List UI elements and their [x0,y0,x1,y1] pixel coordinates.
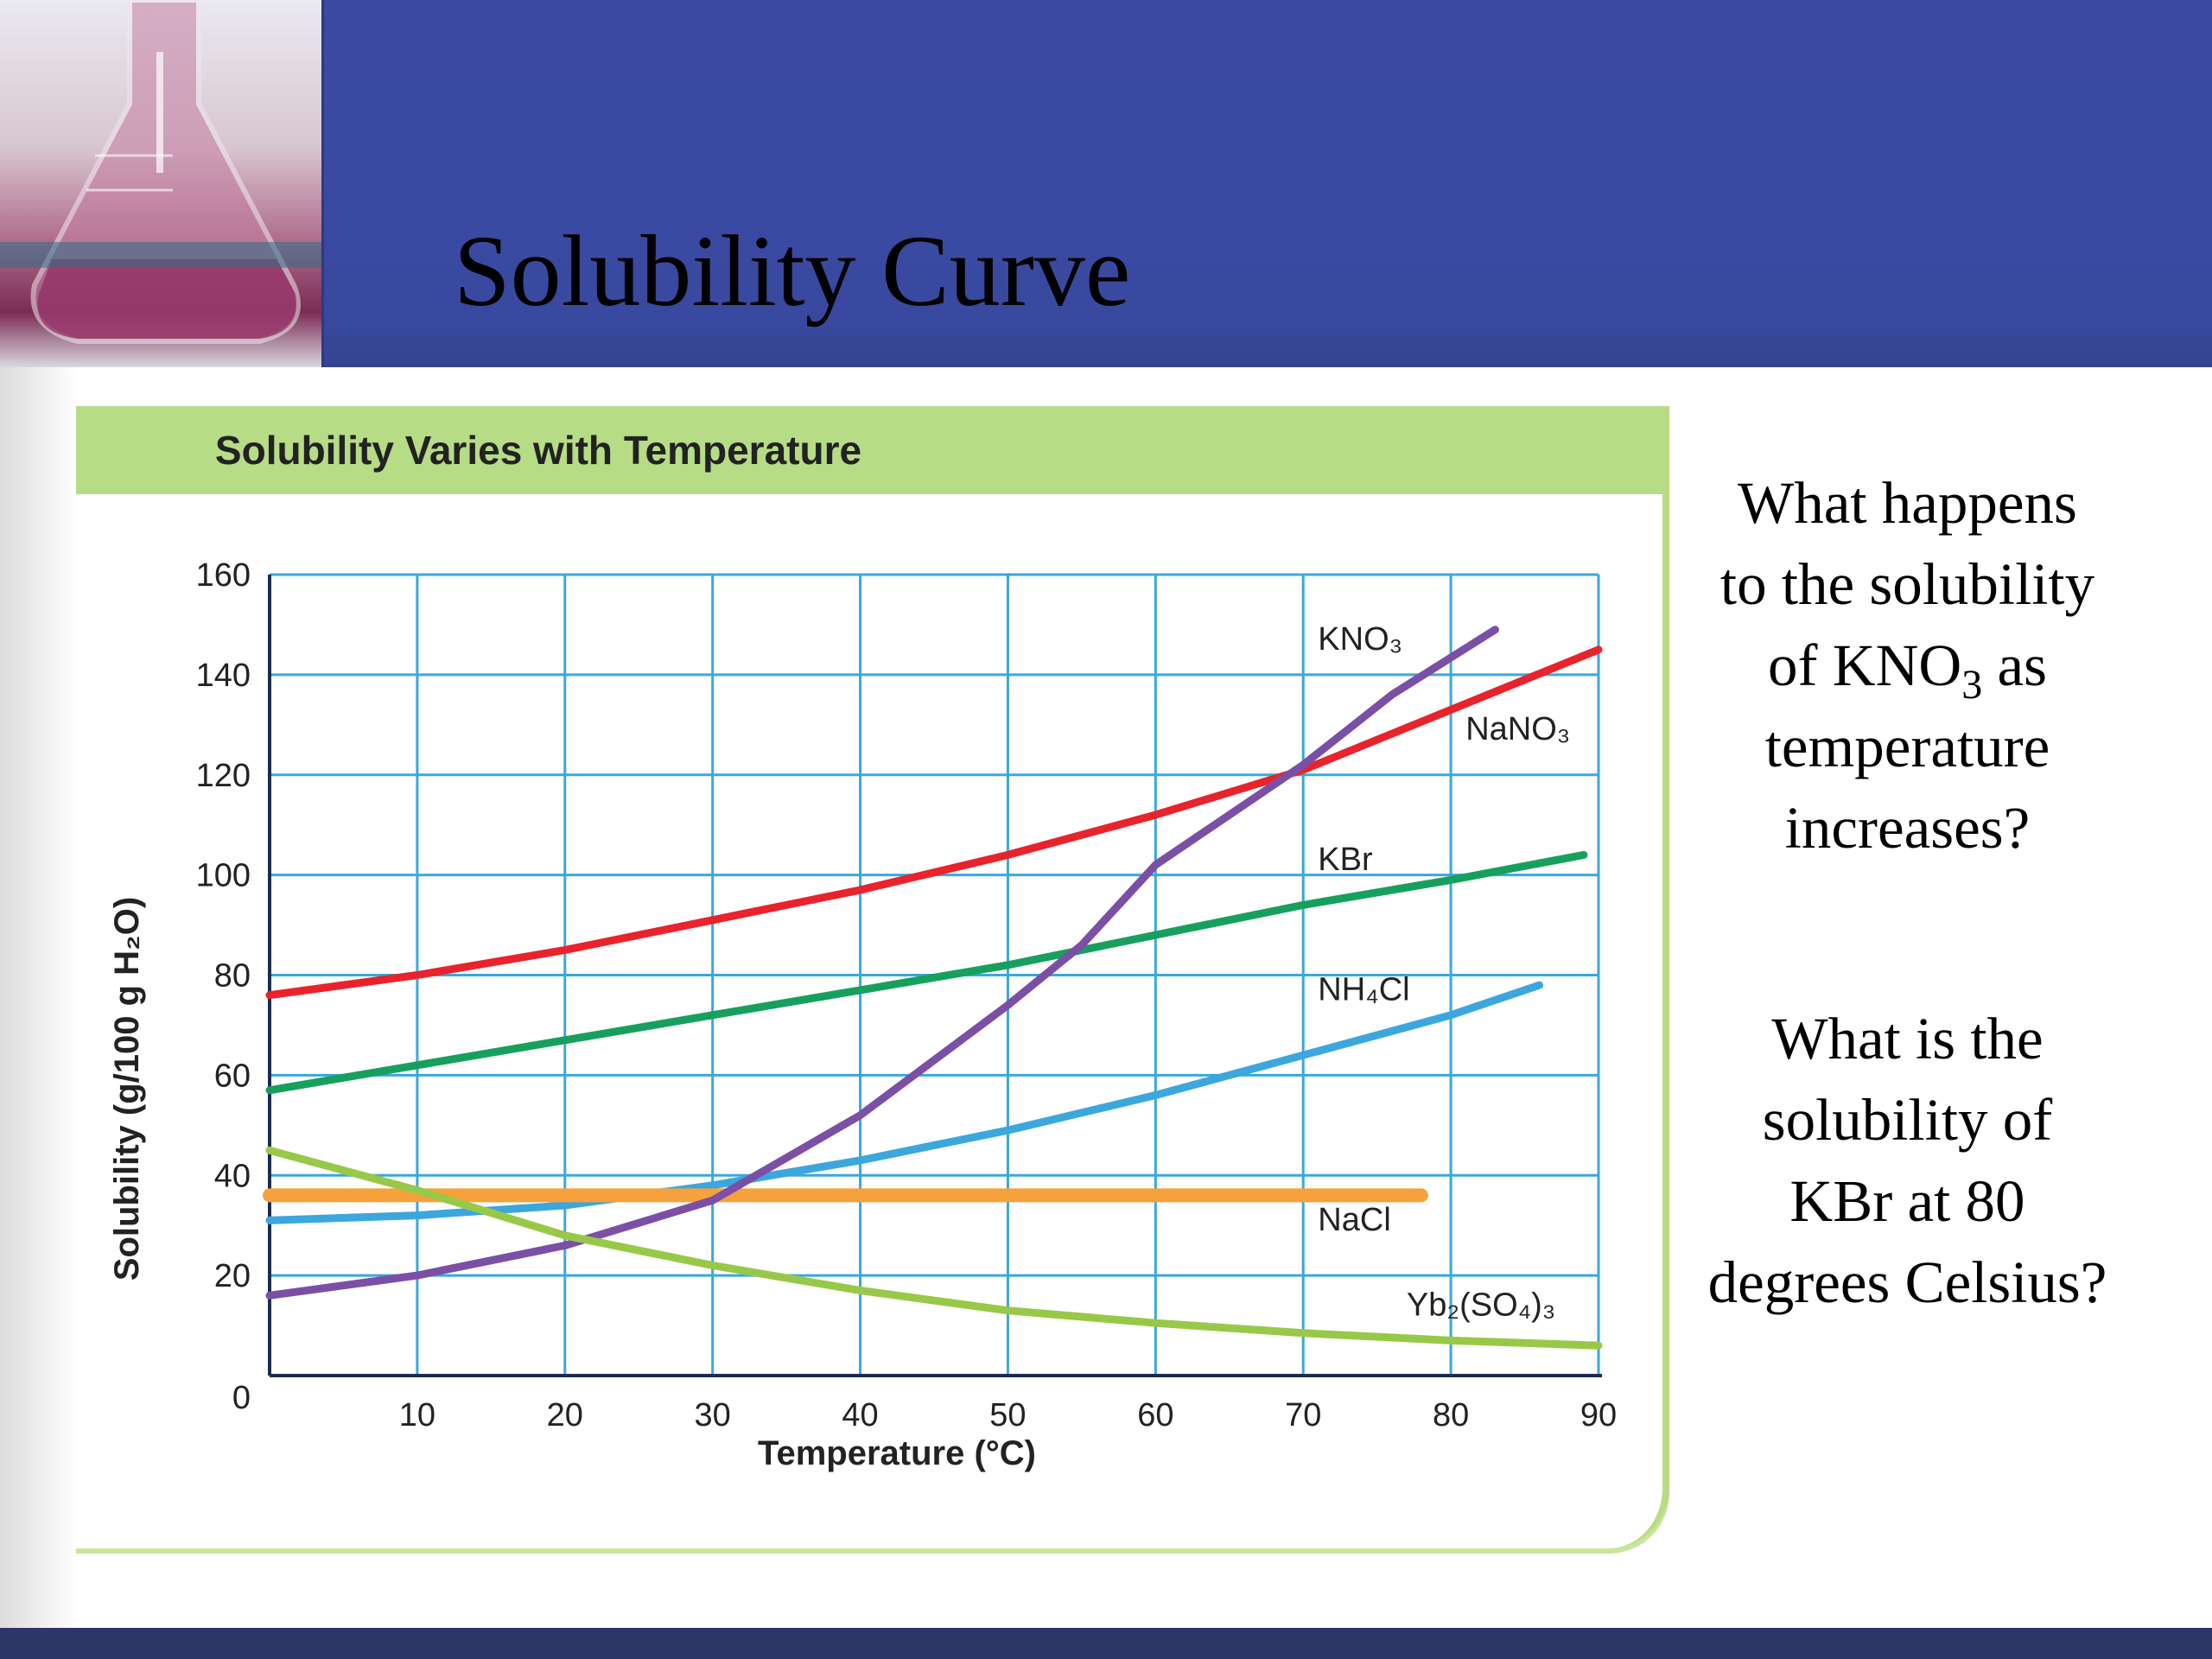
question-1-text-start: What happens to the solubility of KNO [1719,470,2095,698]
x-tick-label-70: 70 [1285,1397,1321,1433]
question-kno3-trend: What happens to the solubility of KNO3 a… [1672,462,2143,868]
question-kbr-80c: What is the solubility of KBr at 80 degr… [1707,1006,2107,1315]
x-tick-label-80: 80 [1433,1397,1469,1433]
x-tick-label-40: 40 [842,1397,878,1433]
origin-tick-label: 0 [232,1380,251,1416]
x-tick-label-90: 90 [1580,1397,1617,1433]
chart-title: Solubility Varies with Temperature [214,428,862,473]
figure-panel: Solubility Varies with Temperature 10 20 3… [76,406,1669,1548]
left-decorative-fade [0,367,78,1637]
tick-labels: 10 20 30 40 50 60 70 80 90 20 40 60 80 100 120 140 160 0 [196,557,1618,1433]
axes [268,575,1602,1377]
series-line-4 [265,626,1499,1300]
y-tick-label-40: 40 [214,1158,251,1194]
x-axis-label: Temperature (°C) [758,1434,1036,1472]
flask-photo [0,0,324,367]
y-tick-label-100: 100 [196,858,251,894]
y-tick-label-160: 160 [196,557,251,594]
x-tick-label-50: 50 [989,1397,1026,1433]
series-line-0 [265,645,1603,1000]
series-label-2: KBr [1318,842,1373,878]
y-tick-label-20: 20 [214,1258,251,1294]
series-lines [263,626,1603,1350]
series-label-1: NaNO₃ [1465,711,1570,747]
footer-band [0,1628,2212,1659]
y-tick-label-140: 140 [196,658,251,694]
x-tick-label-10: 10 [399,1397,435,1433]
x-tick-label-30: 30 [695,1397,731,1433]
y-tick-label-80: 80 [214,958,251,995]
flask-image [0,0,321,344]
question-1-text-end: as temperature increases? [1764,632,2050,861]
series-line-2 [265,981,1544,1224]
x-tick-label-20: 20 [547,1397,583,1433]
series-line-1 [265,850,1588,1095]
series-label-5: Yb₂(SO₄)₃ [1407,1287,1555,1323]
series-line-5 [265,1146,1603,1350]
y-tick-label-60: 60 [214,1058,251,1094]
slide-title: Solubility Curve [454,214,1131,327]
y-tick-label-120: 120 [196,758,251,794]
series-label-3: NH₄Cl [1318,971,1409,1007]
solubility-chart: 10 20 30 40 50 60 70 80 90204060801001201401600 … [108,557,1618,1472]
header-band [0,0,2212,367]
figure-header: Solubility Varies with Temperature [76,406,1662,494]
series-labels: KNO₃ NaNO₃ KBr NH₄Cl NaCl Yb₂(SO₄)₃ [1318,621,1570,1324]
series-label-0: KNO₃ [1318,621,1402,658]
question-1-subscript: 3 [1961,661,1983,708]
series-label-4: NaCl [1318,1202,1390,1238]
x-tick-label-60: 60 [1137,1397,1173,1433]
questions-panel: What happens to the solubility of KNO3 a… [1672,462,2143,1323]
y-axis-label: Solubility (g/100 g H₂O) [108,897,146,1281]
